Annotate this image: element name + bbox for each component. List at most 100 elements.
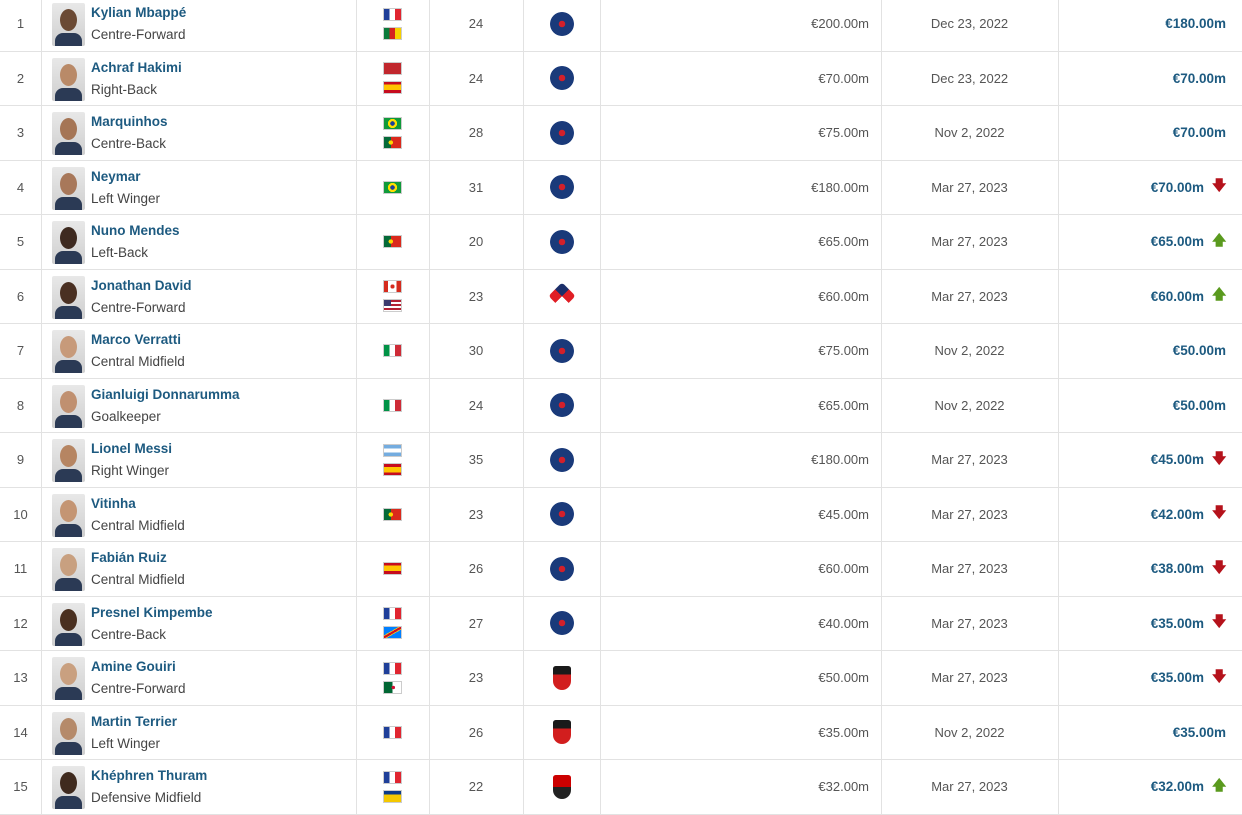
club-cell[interactable] (523, 52, 600, 106)
club-lille-logo-icon[interactable] (547, 282, 576, 310)
current-market-value[interactable]: €50.00m (1058, 379, 1242, 433)
player-photo[interactable] (52, 711, 85, 755)
market-value-text[interactable]: €35.00m (1150, 615, 1204, 631)
current-market-value[interactable]: €35.00m (1058, 706, 1242, 760)
player-name-link[interactable]: Jonathan David (91, 277, 192, 293)
current-market-value[interactable]: €70.00m (1058, 52, 1242, 106)
market-value-text[interactable]: €65.00m (1150, 234, 1204, 250)
player-photo[interactable] (52, 112, 85, 155)
current-market-value[interactable]: €32.00m 🡅 (1058, 760, 1242, 814)
flag-drcongo-icon (383, 626, 402, 640)
market-value-text[interactable]: €50.00m (1172, 397, 1226, 413)
club-nice-logo-icon[interactable] (552, 774, 571, 799)
player-photo[interactable] (52, 602, 85, 646)
club-rennes-logo-icon[interactable] (552, 665, 571, 690)
current-market-value[interactable]: €45.00m 🡇 (1058, 433, 1242, 487)
club-psg-logo-icon[interactable] (549, 338, 574, 363)
player-name-link[interactable]: Martin Terrier (91, 713, 178, 729)
player-name-link[interactable]: Lionel Messi (91, 441, 173, 456)
market-value-text[interactable]: €42.00m (1150, 506, 1204, 522)
club-cell[interactable] (523, 161, 600, 215)
player-photo[interactable] (52, 657, 85, 700)
player-photo[interactable] (52, 330, 85, 373)
market-value-text[interactable]: €35.00m (1172, 724, 1226, 740)
club-cell[interactable] (523, 324, 600, 378)
market-value-text[interactable]: €70.00m (1172, 125, 1226, 141)
rank: 4 (16, 179, 25, 195)
club-psg-logo-icon[interactable] (549, 120, 574, 145)
current-market-value[interactable]: €42.00m 🡇 (1058, 488, 1242, 542)
nationality-flags (356, 651, 429, 705)
market-value-text[interactable]: €60.00m (1150, 288, 1204, 304)
club-psg-logo-icon[interactable] (549, 66, 574, 91)
player-photo[interactable] (52, 275, 85, 319)
player-name-link[interactable]: Marco Verratti (91, 332, 182, 347)
player-photo[interactable] (52, 57, 85, 101)
club-cell[interactable] (523, 215, 600, 269)
current-market-value[interactable]: €35.00m 🡇 (1058, 651, 1242, 705)
current-market-value[interactable]: €70.00m 🡇 (1058, 161, 1242, 215)
previous-market-value: €35.00m (818, 724, 869, 740)
club-cell[interactable] (523, 597, 600, 651)
club-cell[interactable] (523, 106, 600, 160)
club-psg-logo-icon[interactable] (549, 393, 574, 418)
club-cell[interactable] (523, 488, 600, 542)
club-psg-logo-icon[interactable] (549, 611, 574, 636)
club-cell[interactable] (523, 706, 600, 760)
player-photo[interactable] (52, 439, 85, 482)
player-photo[interactable] (52, 3, 85, 46)
current-market-value[interactable]: €50.00m (1058, 324, 1242, 378)
player-photo[interactable] (52, 384, 85, 428)
club-cell[interactable] (523, 651, 600, 705)
current-market-value[interactable]: €70.00m (1058, 106, 1242, 160)
club-cell[interactable] (523, 433, 600, 487)
current-market-value[interactable]: €38.00m 🡇 (1058, 542, 1242, 596)
player-photo[interactable] (52, 221, 85, 264)
club-psg-logo-icon[interactable] (549, 447, 574, 472)
player-photo[interactable] (52, 766, 85, 809)
flag-canada-icon (383, 280, 402, 294)
market-value-text[interactable]: €50.00m (1172, 343, 1226, 359)
player-name-link[interactable]: Presnel Kimpembe (91, 604, 213, 620)
player-name-link[interactable]: Amine Gouiri (91, 659, 176, 674)
player-name-link[interactable]: Neymar (91, 168, 141, 184)
player-name-link[interactable]: Achraf Hakimi (91, 59, 182, 75)
previous-market-value: €180.00m (811, 179, 869, 195)
club-cell[interactable] (523, 542, 600, 596)
previous-market-value: €200.00m (811, 16, 869, 32)
current-market-value[interactable]: €65.00m 🡅 (1058, 215, 1242, 269)
player-name-link[interactable]: Khéphren Thuram (91, 768, 208, 783)
current-market-value[interactable]: €180.00m (1058, 0, 1242, 51)
market-value-text[interactable]: €70.00m (1172, 70, 1226, 86)
club-cell[interactable] (523, 270, 600, 324)
player-photo[interactable] (52, 166, 85, 210)
club-cell[interactable] (523, 0, 600, 51)
club-psg-logo-icon[interactable] (549, 229, 574, 254)
market-value-text[interactable]: €32.00m (1150, 779, 1204, 795)
player-photo[interactable] (52, 493, 85, 537)
player-name-link[interactable]: Vitinha (91, 495, 136, 511)
club-cell[interactable] (523, 760, 600, 814)
club-cell[interactable] (523, 379, 600, 433)
club-psg-logo-icon[interactable] (549, 502, 574, 527)
arrow-down-icon: 🡇 (1212, 449, 1227, 466)
current-market-value[interactable]: €60.00m 🡅 (1058, 270, 1242, 324)
current-market-value[interactable]: €35.00m 🡇 (1058, 597, 1242, 651)
player-name-link[interactable]: Kylian Mbappé (91, 5, 187, 20)
club-rennes-logo-icon[interactable] (552, 720, 571, 745)
player-photo[interactable] (52, 548, 85, 591)
market-value-text[interactable]: €70.00m (1150, 179, 1204, 195)
club-psg-logo-icon[interactable] (549, 556, 574, 581)
club-psg-logo-icon[interactable] (549, 11, 574, 36)
player-name-link[interactable]: Marquinhos (91, 114, 168, 129)
market-value-text[interactable]: €35.00m (1150, 670, 1204, 686)
player-name-link[interactable]: Fabián Ruiz (91, 550, 167, 565)
player-name-link[interactable]: Nuno Mendes (91, 223, 180, 238)
flag-usa-icon (383, 299, 402, 313)
club-psg-logo-icon[interactable] (549, 175, 574, 200)
market-value-text[interactable]: €180.00m (1165, 16, 1226, 32)
player-name-link[interactable]: Gianluigi Donnarumma (91, 386, 240, 402)
market-value-text[interactable]: €45.00m (1150, 452, 1204, 468)
market-value-text[interactable]: €38.00m (1150, 561, 1204, 577)
